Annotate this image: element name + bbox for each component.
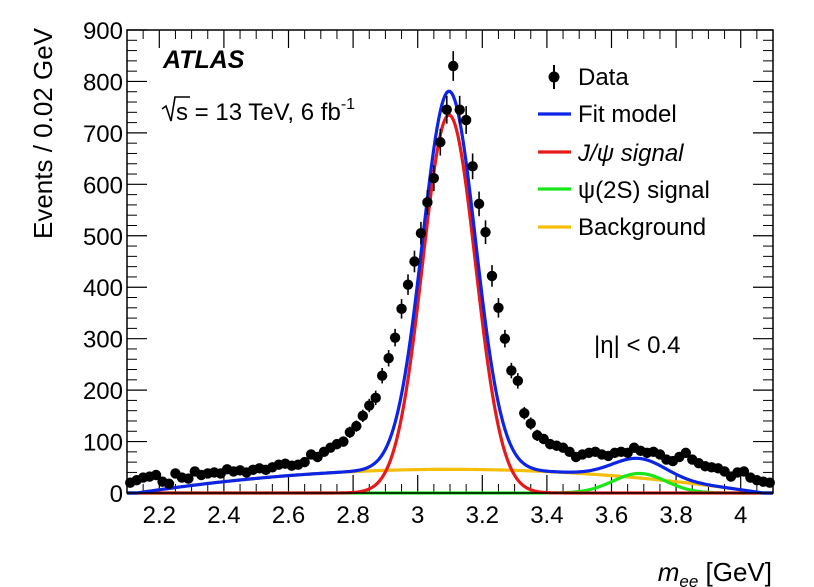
data-point [441,104,452,115]
data-points [125,51,775,489]
data-point [370,392,381,404]
data-point [299,456,310,468]
svg-text:s = 13 TeV, 6 fb-1: s = 13 TeV, 6 fb-1 [176,96,355,126]
data-point [493,302,504,313]
sqrt-symbol [161,96,190,122]
x-axis-title: mee [GeV] [658,557,772,587]
x-tick-label: 3 [411,502,424,529]
legend-entry-fit-model: Fit model [538,101,677,128]
atlas-label: ATLAS [162,46,245,74]
legend-entry-psi2s-signal: ψ(2S) signal [538,177,710,204]
data-point [435,136,446,148]
data-point [344,427,356,438]
y-tick-label: 400 [83,275,123,302]
data-point [525,418,536,429]
data-point [428,172,440,184]
x-tick-label: 2.4 [207,502,240,529]
data-point [409,256,420,267]
data-point [357,410,368,422]
data-point [512,375,524,387]
y-tick-label: 300 [83,327,123,354]
axes: 2.2 2.4 2.6 2.8 3 3.2 3.4 3.6 3.8 4 0 100 200 300 400 5… [83,18,774,529]
data-point [150,469,162,481]
data-point [680,447,691,459]
svg-text:Data: Data [578,64,629,91]
jpsi-curve [127,113,773,495]
data-point [499,333,511,344]
legend-entry-data: Data [548,64,629,91]
y-tick-label: 900 [83,18,123,45]
data-point [376,370,388,381]
data-point [163,478,175,489]
data-point [480,226,491,238]
x-tick-label: 2.8 [336,502,369,529]
legend: Data Fit model J/ψ signal ψ(2S) signal B… [538,64,710,241]
y-axis-title: Events / 0.02 GeV [28,27,58,239]
x-tick-label: 4 [734,502,747,529]
data-point [738,466,750,477]
data-point [364,400,375,411]
x-tick-label: 3.6 [595,502,628,529]
plot-border [126,29,774,494]
y-tick-label: 700 [83,121,123,148]
legend-entry-background: Background [538,214,706,241]
energy-label: s = 13 TeV, 6 fb-1 [161,96,355,126]
svg-text:J/ψ signal: J/ψ signal [577,140,684,167]
x-tick-label: 3.2 [466,502,499,529]
x-tick-label: 2.6 [272,502,305,529]
data-point [467,161,478,172]
data-point [415,228,427,239]
data-point [402,279,414,290]
data-point [351,420,362,432]
data-point [183,473,194,484]
data-point [422,197,433,208]
y-tick-label: 500 [83,224,123,251]
data-point [473,198,485,210]
data-point [506,365,517,376]
x-tick-label: 3.4 [530,502,563,529]
y-tick-label: 800 [83,69,123,96]
data-point [396,303,407,315]
data-point [486,270,498,282]
svg-text:Fit model: Fit model [578,101,677,128]
plot-frame [126,29,774,494]
fit-curve [127,89,773,495]
y-tick-label: 600 [83,172,123,199]
data-point [389,332,401,343]
data-point [383,353,394,364]
svg-text:Background: Background [578,214,706,241]
svg-text:ψ(2S) signal: ψ(2S) signal [578,177,710,204]
data-point [519,408,530,419]
x-tick-label: 3.8 [659,502,692,529]
data-point [338,436,349,447]
x-tick-label: 2.2 [143,502,176,529]
data-point [460,114,472,126]
data-point [454,104,465,115]
data-point [448,60,459,72]
y-tick-label: 100 [83,430,123,457]
eta-region-label: |η| < 0.4 [594,332,681,359]
y-tick-label: 0 [110,481,123,508]
legend-entry-jpsi-signal: J/ψ signal [538,140,684,167]
y-tick-label: 200 [83,378,123,405]
